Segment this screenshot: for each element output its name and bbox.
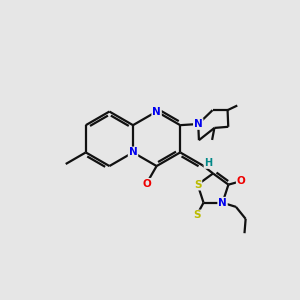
Text: O: O: [142, 179, 151, 189]
Text: S: S: [194, 180, 201, 190]
Text: N: N: [218, 198, 227, 208]
Text: S: S: [193, 210, 200, 220]
Text: H: H: [204, 158, 212, 168]
Text: N: N: [152, 106, 161, 116]
Text: N: N: [194, 119, 203, 129]
Text: O: O: [237, 176, 245, 186]
Text: N: N: [129, 147, 137, 158]
